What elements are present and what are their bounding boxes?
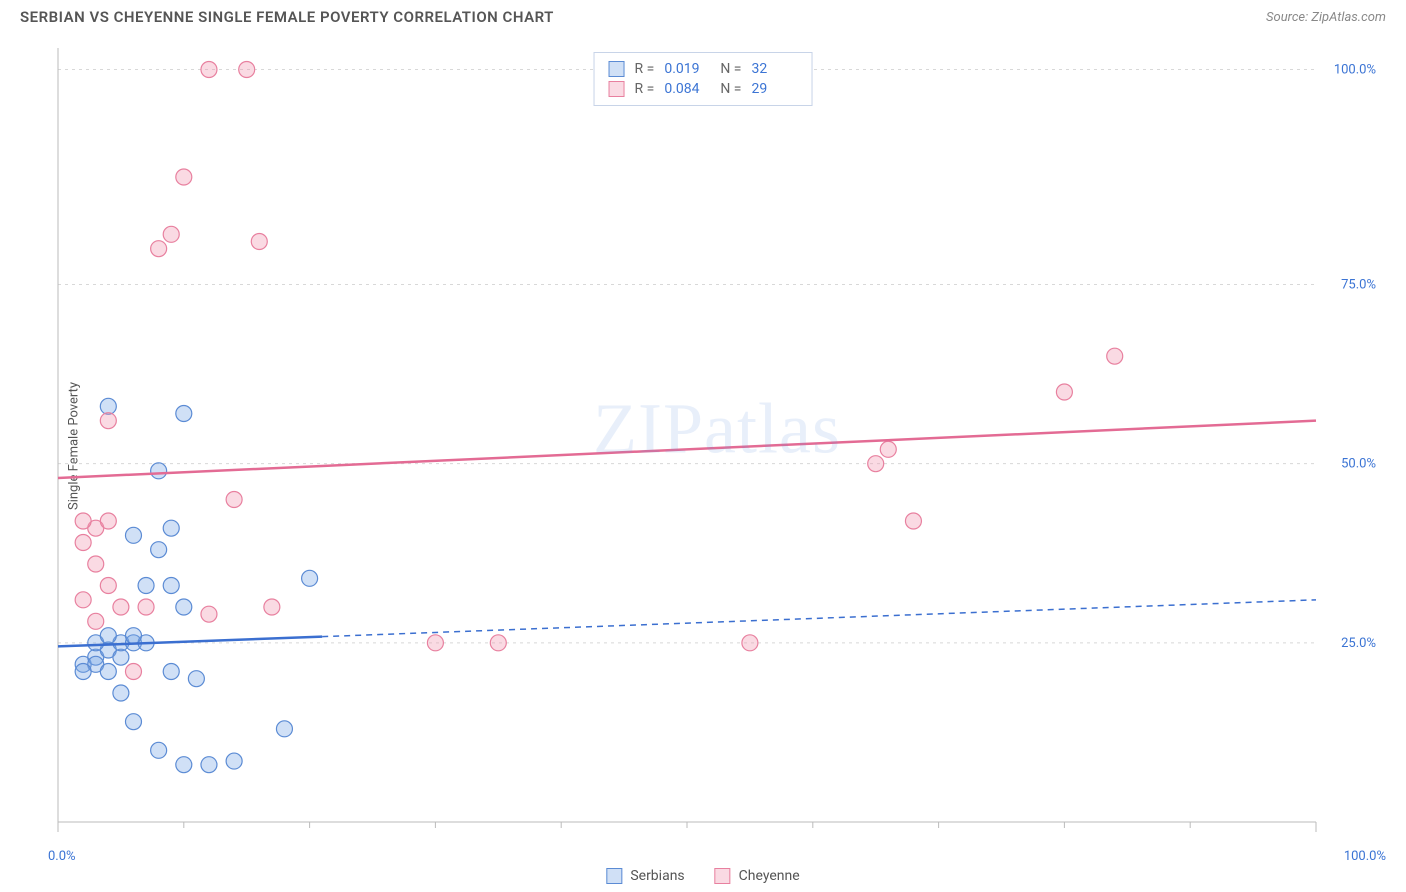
stat-r-label: R = <box>635 81 655 97</box>
legend-item-serbians: Serbians <box>606 868 684 884</box>
svg-text:75.0%: 75.0% <box>1341 278 1376 293</box>
legend-label: Cheyenne <box>739 868 800 884</box>
svg-text:50.0%: 50.0% <box>1341 457 1376 472</box>
svg-text:25.0%: 25.0% <box>1341 636 1376 651</box>
scatter-chart: 25.0% 50.0% 75.0% 100.0% <box>48 48 1386 842</box>
stat-r-label: R = <box>635 61 655 77</box>
stat-n-value-serbians: 32 <box>751 61 797 77</box>
x-tick-min: 0.0% <box>48 849 76 864</box>
legend-swatch-cheyenne <box>609 81 625 97</box>
legend-bottom: Serbians Cheyenne <box>606 868 799 884</box>
source-label: Source: ZipAtlas.com <box>1266 10 1386 25</box>
legend-swatch-serbians <box>609 61 625 77</box>
legend-swatch-serbians <box>606 868 622 884</box>
legend-stats-row: R = 0.084 N = 29 <box>609 79 798 99</box>
stat-n-label: N = <box>720 61 741 77</box>
legend-label: Serbians <box>630 868 684 884</box>
stat-n-value-cheyenne: 29 <box>751 81 797 97</box>
chart-title: SERBIAN VS CHEYENNE SINGLE FEMALE POVERT… <box>20 8 554 26</box>
chart-area: 25.0%50.0%75.0%100.0% ZIPatlas <box>48 48 1386 842</box>
stat-r-value-serbians: 0.019 <box>664 61 710 77</box>
legend-item-cheyenne: Cheyenne <box>715 868 800 884</box>
legend-stats-box: R = 0.019 N = 32 R = 0.084 N = 29 <box>594 52 813 106</box>
stat-r-value-cheyenne: 0.084 <box>664 81 710 97</box>
svg-text:100.0%: 100.0% <box>1334 63 1376 78</box>
legend-swatch-cheyenne <box>715 868 731 884</box>
legend-stats-row: R = 0.019 N = 32 <box>609 59 798 79</box>
stat-n-label: N = <box>720 81 741 97</box>
x-tick-max: 100.0% <box>1344 849 1386 864</box>
